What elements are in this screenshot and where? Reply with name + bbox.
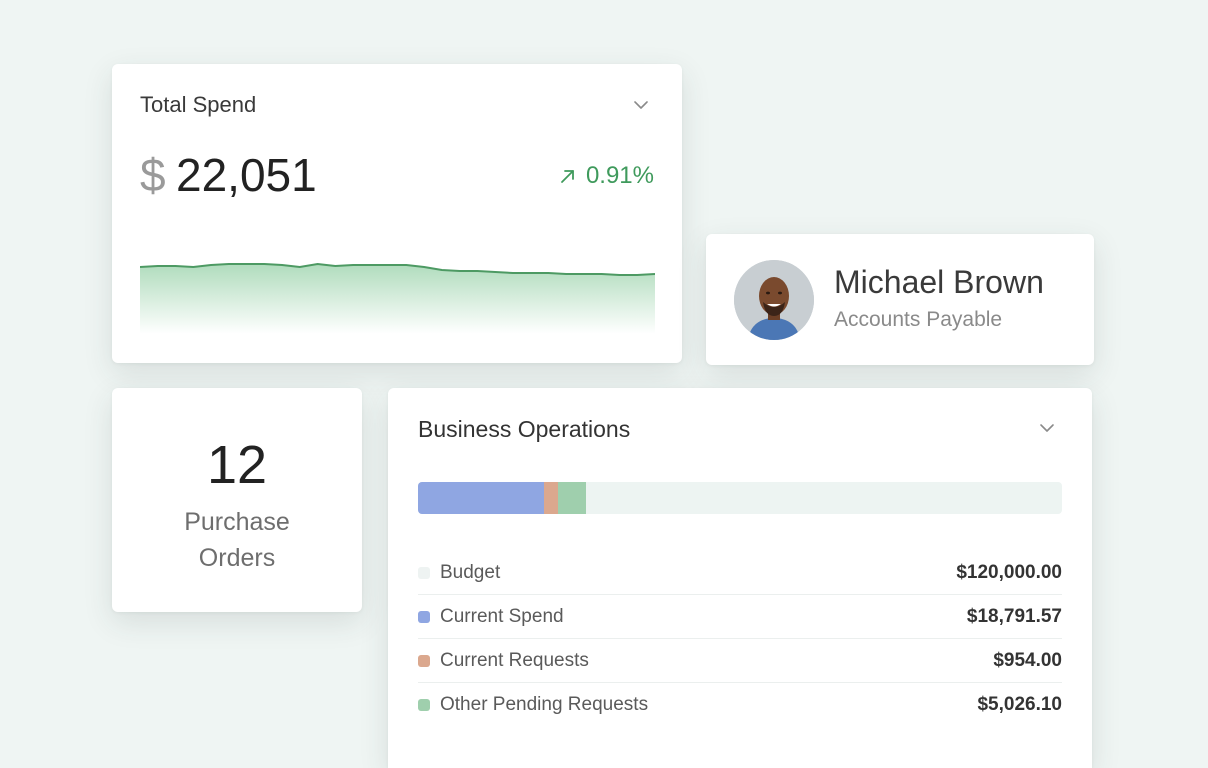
list-item: Current Requests $954.00	[418, 639, 1062, 683]
list-item: Current Spend $18,791.57	[418, 595, 1062, 639]
legend-swatch	[418, 699, 430, 711]
item-label: Other Pending Requests	[440, 694, 649, 715]
profile-card[interactable]: Michael Brown Accounts Payable	[706, 234, 1094, 365]
item-label: Current Spend	[440, 605, 564, 627]
item-value: $954.00	[993, 649, 1062, 671]
bar-segment	[544, 482, 559, 514]
chevron-down-icon[interactable]	[1038, 419, 1056, 437]
item-value: $120,000.00	[956, 561, 1062, 583]
profile-role: Accounts Payable	[834, 308, 1003, 331]
total-spend-card: Total Spend $ 22,051 0.91%	[112, 64, 682, 363]
card-title: Business Operations	[418, 416, 631, 442]
budget-progress-bar	[418, 482, 1062, 514]
item-label: Current Requests	[440, 649, 589, 671]
purchase-orders-count: 12	[206, 435, 268, 495]
avatar	[734, 260, 814, 340]
sparkline-area	[140, 264, 655, 334]
item-label: Budget	[440, 561, 501, 583]
legend-swatch	[418, 654, 430, 667]
item-value: $18,791.57	[966, 605, 1062, 627]
purchase-orders-label: Purchase Orders	[184, 508, 290, 572]
total-spend-amount: 22,051	[176, 149, 317, 201]
item-value: $5,026.10	[977, 694, 1062, 715]
legend-swatch	[418, 566, 430, 579]
list-item: Budget $120,000.00	[418, 551, 1062, 595]
sparkline-line	[140, 262, 655, 276]
trend-percentage: 0.91%	[585, 162, 654, 189]
purchase-orders-card[interactable]: 12 Purchase Orders	[112, 388, 362, 612]
legend-swatch	[418, 610, 430, 623]
budget-breakdown-list: Budget $120,000.00 Current Spend $18,791…	[418, 551, 1062, 727]
business-operations-card: Business Operations Budget $120,000.00 C…	[388, 388, 1092, 768]
bar-segment	[558, 482, 587, 514]
profile-name: Michael Brown	[834, 264, 1044, 300]
card-title: Total Spend	[140, 92, 257, 117]
chevron-down-icon[interactable]	[632, 96, 650, 114]
arrow-up-right-icon	[561, 170, 574, 183]
trend-indicator: 0.91%	[558, 162, 654, 190]
bar-segment	[418, 482, 545, 514]
person-photo-icon	[734, 260, 814, 340]
list-item: Other Pending Requests $5,026.10	[418, 683, 1062, 727]
spend-sparkline-chart	[140, 262, 655, 334]
currency-symbol: $	[140, 149, 166, 201]
